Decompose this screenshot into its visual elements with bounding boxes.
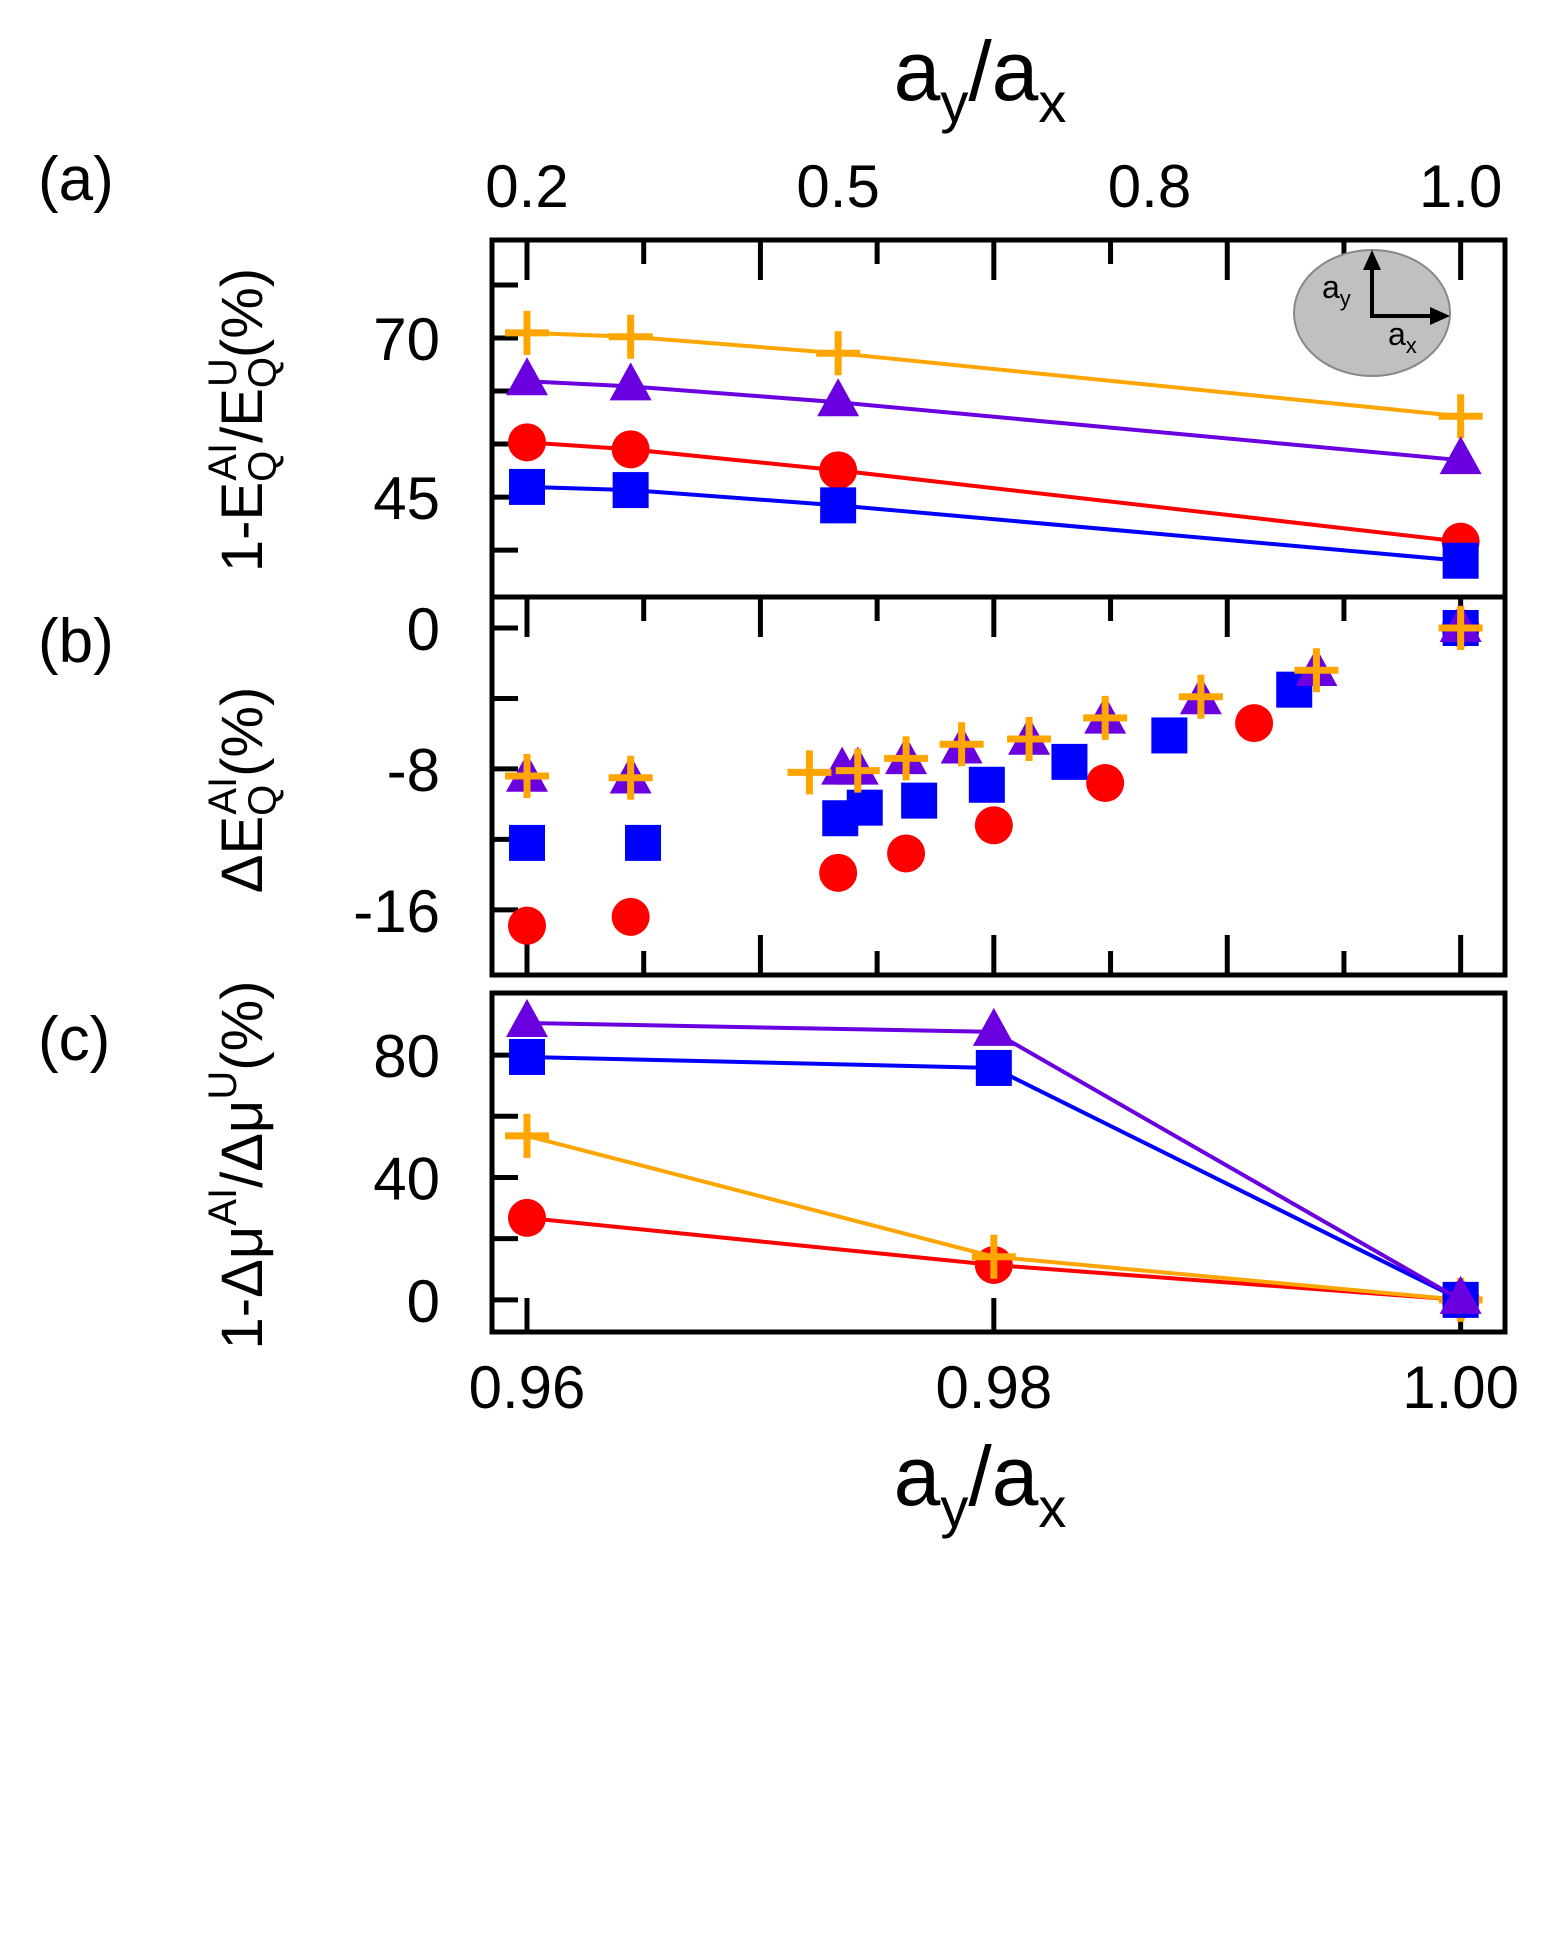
series-purple bbox=[506, 357, 1482, 475]
inset-label-ax: ax bbox=[1388, 316, 1417, 358]
data-point-square bbox=[975, 1049, 1012, 1086]
data-point-circle bbox=[1235, 704, 1274, 743]
data-point-square bbox=[612, 472, 649, 509]
data-point-plus bbox=[1178, 674, 1223, 719]
panel-c: 0 40 80 bbox=[373, 990, 1508, 1335]
top-x-axis-title: ay/ax bbox=[894, 24, 1067, 134]
data-point-plus bbox=[939, 722, 984, 767]
data-point-plus bbox=[505, 1113, 550, 1158]
data-point-plus bbox=[787, 750, 832, 795]
data-point-plus bbox=[884, 736, 929, 781]
top-x-tick-label: 0.8 bbox=[1108, 153, 1191, 220]
data-point-plus bbox=[608, 755, 653, 800]
panel-frame-b bbox=[489, 594, 1508, 978]
panel-label-b: (b) bbox=[38, 607, 114, 676]
data-point-triangle bbox=[972, 1007, 1015, 1046]
data-point-triangle bbox=[506, 357, 549, 396]
data-point-circle bbox=[1086, 764, 1125, 803]
data-point-square bbox=[820, 487, 857, 524]
y-tick-label: 0 bbox=[407, 596, 440, 663]
data-point-square bbox=[1442, 542, 1479, 579]
y-tick-label: 40 bbox=[373, 1145, 440, 1212]
data-point-plus bbox=[608, 314, 653, 359]
series-purple bbox=[506, 998, 1482, 1314]
data-point-circle bbox=[508, 423, 547, 462]
bottom-x-tick-label: 1.00 bbox=[1402, 1354, 1519, 1421]
data-point-square bbox=[1151, 717, 1188, 754]
data-point-square bbox=[509, 824, 546, 861]
data-point-plus bbox=[835, 748, 880, 793]
data-point-triangle bbox=[609, 362, 652, 401]
data-point-circle bbox=[974, 806, 1013, 845]
data-point-circle bbox=[611, 897, 650, 936]
series-line-blue bbox=[526, 484, 1461, 563]
bottom-x-axis-title: ay/ax bbox=[894, 1429, 1067, 1539]
series-blue bbox=[509, 468, 1479, 579]
data-point-plus bbox=[1294, 648, 1339, 693]
data-point-circle bbox=[508, 906, 547, 945]
data-point-square bbox=[901, 782, 938, 819]
series-orange bbox=[505, 606, 1483, 800]
panel-frame-c bbox=[489, 990, 1508, 1335]
inset-geometry: ay ax bbox=[1293, 249, 1451, 377]
data-point-square bbox=[509, 468, 546, 505]
series-line-red bbox=[526, 440, 1461, 544]
y-tick-label: -8 bbox=[387, 737, 440, 804]
data-point-square bbox=[846, 789, 883, 826]
y-tick-label: -16 bbox=[353, 878, 440, 945]
y-axis-label-b: ΔEQAI(%) bbox=[201, 687, 285, 894]
panel-label-a: (a) bbox=[38, 145, 114, 214]
data-point-circle bbox=[819, 451, 858, 490]
y-tick-label: 70 bbox=[373, 306, 440, 373]
inset-label-ay: ay bbox=[1322, 269, 1351, 311]
data-point-plus bbox=[505, 753, 550, 798]
data-point-plus bbox=[1083, 695, 1128, 740]
bottom-x-tick-label: 0.98 bbox=[935, 1354, 1052, 1421]
panel-a: 45 70 bbox=[373, 237, 1508, 600]
data-point-plus bbox=[1007, 716, 1052, 761]
data-point-triangle bbox=[1439, 436, 1482, 475]
series-orange bbox=[505, 310, 1483, 439]
data-point-square bbox=[625, 824, 662, 861]
data-point-square bbox=[1051, 743, 1088, 780]
y-axis-label-c: 1-ΔμAI/ΔμU(%) bbox=[201, 981, 275, 1350]
top-x-tick-label: 1.0 bbox=[1419, 153, 1502, 220]
data-point-plus bbox=[505, 310, 550, 355]
data-point-square bbox=[509, 1038, 546, 1075]
y-tick-label: 80 bbox=[373, 1023, 440, 1090]
top-x-tick-label: 0.5 bbox=[796, 153, 879, 220]
data-point-triangle bbox=[506, 998, 549, 1037]
data-point-circle bbox=[887, 834, 926, 873]
series-line-orange bbox=[526, 330, 1461, 419]
data-point-plus bbox=[816, 331, 861, 376]
data-point-square bbox=[968, 766, 1005, 803]
panel-b: -16 -8 0 bbox=[353, 594, 1508, 978]
y-axis-label-a: 1-EQAI/EQU(%) bbox=[201, 268, 285, 572]
data-point-circle bbox=[611, 430, 650, 469]
arrow-right-icon bbox=[1430, 307, 1450, 325]
data-point-plus bbox=[971, 1234, 1016, 1279]
series-red bbox=[508, 423, 1480, 561]
series-line-purple bbox=[526, 379, 1461, 463]
panel-label-c: (c) bbox=[38, 1005, 110, 1074]
bottom-x-tick-label: 0.96 bbox=[469, 1354, 586, 1421]
top-x-tick-label: 0.2 bbox=[485, 153, 568, 220]
data-point-triangle bbox=[1439, 1275, 1482, 1314]
y-tick-label: 0 bbox=[407, 1268, 440, 1335]
data-point-plus bbox=[1438, 606, 1483, 651]
data-point-circle bbox=[508, 1198, 547, 1237]
data-point-triangle bbox=[817, 378, 860, 417]
data-point-plus bbox=[1438, 394, 1483, 439]
y-tick-label: 45 bbox=[373, 465, 440, 532]
data-point-circle bbox=[819, 853, 858, 892]
arrow-up-icon bbox=[1363, 250, 1381, 270]
